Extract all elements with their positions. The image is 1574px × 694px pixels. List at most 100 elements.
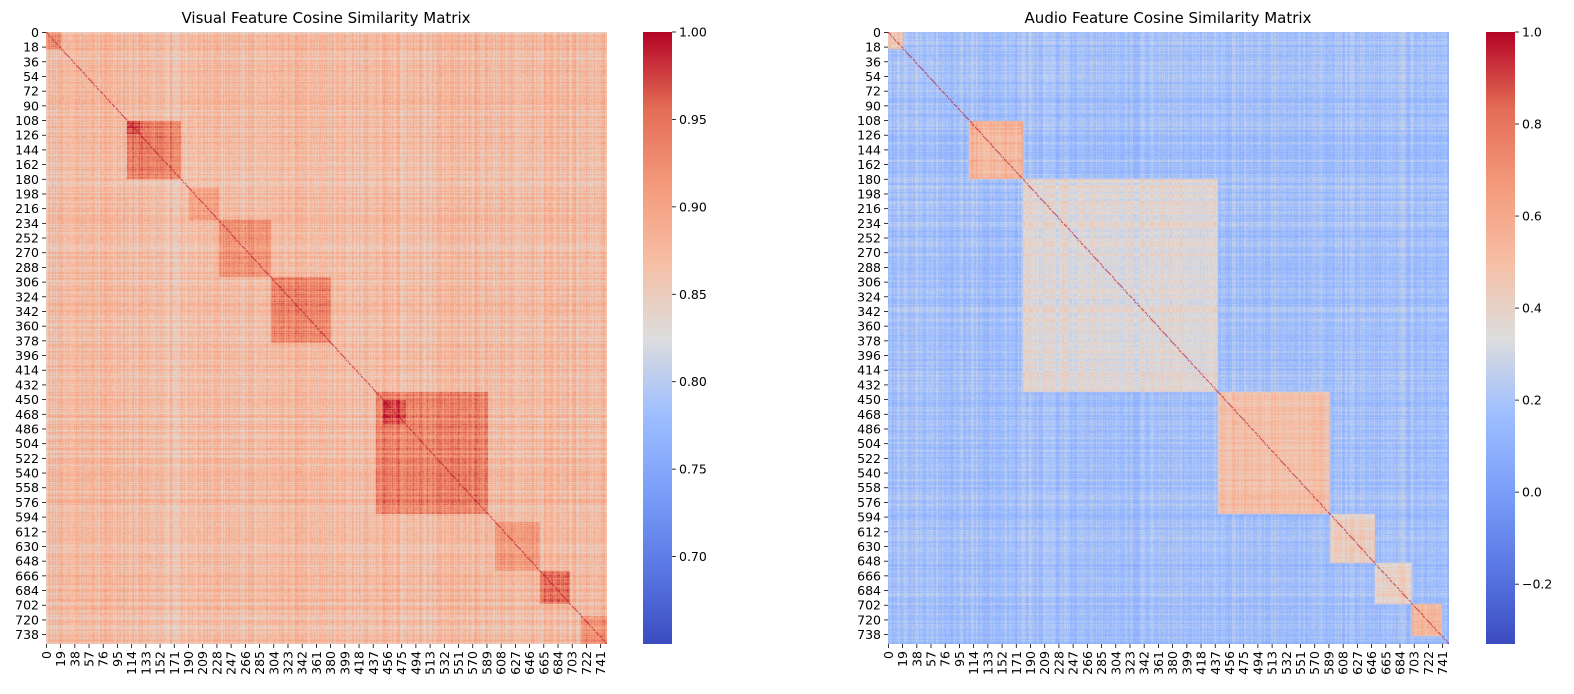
x-tick-label: 76 (938, 651, 953, 667)
visual-heatmap-canvas-holder (46, 32, 607, 644)
y-tick-label: 162 (857, 157, 881, 172)
y-tick-label: 180 (857, 172, 881, 187)
y-tick-label: 90 (23, 98, 39, 113)
x-tick-label: 456 (1222, 651, 1237, 675)
audio-heatmap-canvas-holder (888, 32, 1449, 644)
x-tick-label: 133 (138, 651, 153, 675)
colorbar-tick-label: 0.85 (679, 287, 707, 302)
audio-colorbar-ticks: −0.2 0.0 0.2 0.4 0.6 0.8 1.0 (1515, 25, 1552, 592)
x-tick-label: 228 (1051, 651, 1066, 675)
y-tick-label: 288 (15, 260, 39, 275)
y-tick-label: 252 (15, 231, 39, 246)
x-tick-label: 323 (1122, 651, 1137, 675)
y-tick-label: 252 (857, 231, 881, 246)
y-tick-label: 414 (857, 363, 881, 378)
y-tick-label: 288 (857, 260, 881, 275)
colorbar-tick-label: 1.0 (1522, 25, 1542, 40)
y-tick-label: 666 (15, 568, 39, 583)
y-tick-label: 522 (15, 451, 39, 466)
y-tick-label: 108 (15, 113, 39, 128)
audio-y-axis: 0183654729010812614416218019821623425227… (857, 25, 888, 642)
y-tick-label: 396 (857, 348, 881, 363)
y-tick-label: 162 (15, 157, 39, 172)
y-tick-label: 630 (15, 539, 39, 554)
x-tick-label: 342 (1137, 651, 1152, 675)
y-tick-label: 270 (15, 245, 39, 260)
y-tick-label: 0 (873, 25, 881, 40)
y-tick-label: 360 (15, 319, 39, 334)
y-tick-label: 684 (15, 583, 39, 598)
y-tick-label: 648 (15, 554, 39, 569)
x-tick-label: 285 (1094, 651, 1109, 675)
x-tick-label: 551 (451, 651, 466, 675)
x-tick-label: 57 (924, 651, 939, 667)
x-tick-label: 684 (1393, 651, 1408, 675)
visual-heatmap-panel: Visual Feature Cosine Similarity Matrix … (15, 9, 608, 675)
y-tick-label: 594 (15, 510, 39, 525)
x-tick-label: 380 (323, 651, 338, 675)
x-tick-label: 532 (1279, 651, 1294, 675)
x-tick-label: 190 (181, 651, 196, 675)
x-tick-label: 532 (437, 651, 452, 675)
y-tick-label: 126 (15, 128, 39, 143)
colorbar-tick-label: 0.90 (679, 199, 707, 214)
x-tick-label: 19 (53, 651, 68, 667)
y-tick-label: 306 (857, 275, 881, 290)
x-tick-label: 684 (551, 651, 566, 675)
x-tick-label: 247 (1066, 651, 1081, 675)
colorbar-tick-label: 1.00 (679, 25, 707, 40)
x-tick-label: 285 (252, 651, 267, 675)
y-tick-label: 558 (15, 480, 39, 495)
audio-colorbar: −0.2 0.0 0.2 0.4 0.6 0.8 1.0 (1486, 25, 1552, 644)
y-tick-label: 324 (15, 289, 39, 304)
x-tick-label: 703 (1407, 651, 1422, 675)
x-tick-label: 627 (508, 651, 523, 675)
x-tick-label: 266 (238, 651, 253, 675)
x-tick-label: 304 (1108, 651, 1123, 675)
y-tick-label: 612 (15, 524, 39, 539)
x-tick-label: 0 (881, 651, 896, 659)
x-tick-label: 57 (82, 651, 97, 667)
y-tick-label: 216 (857, 201, 881, 216)
colorbar-tick-label: 0.8 (1522, 117, 1542, 132)
colorbar-tick-label: 0.70 (679, 549, 707, 564)
x-tick-label: 95 (952, 651, 967, 667)
y-tick-label: 36 (865, 54, 881, 69)
x-tick-label: 19 (895, 651, 910, 667)
colorbar-tick-label: −0.2 (1522, 577, 1552, 592)
y-tick-label: 144 (15, 142, 39, 157)
x-tick-label: 380 (1165, 651, 1180, 675)
x-tick-label: 38 (909, 651, 924, 667)
y-tick-label: 342 (15, 304, 39, 319)
x-tick-label: 722 (579, 651, 594, 675)
y-tick-label: 324 (857, 289, 881, 304)
visual-heatmap-cells (46, 32, 607, 644)
visual-y-axis: 0183654729010812614416218019821623425227… (15, 25, 46, 642)
x-tick-label: 228 (209, 651, 224, 675)
y-tick-label: 558 (857, 480, 881, 495)
x-tick-label: 437 (366, 651, 381, 675)
y-tick-label: 378 (857, 333, 881, 348)
y-tick-label: 450 (15, 392, 39, 407)
colorbar-tick-label: 0.4 (1522, 301, 1542, 316)
y-tick-label: 540 (15, 466, 39, 481)
x-tick-label: 418 (1194, 651, 1209, 675)
x-tick-label: 133 (980, 651, 995, 675)
y-tick-label: 144 (857, 142, 881, 157)
x-tick-label: 361 (309, 651, 324, 675)
audio-heatmap-panel: Audio Feature Cosine Similarity Matrix 0… (857, 9, 1450, 675)
x-tick-label: 418 (352, 651, 367, 675)
y-tick-label: 72 (865, 84, 881, 99)
y-tick-label: 738 (857, 627, 881, 642)
x-tick-label: 152 (153, 651, 168, 675)
y-tick-label: 54 (23, 69, 39, 84)
y-tick-label: 450 (857, 392, 881, 407)
x-tick-label: 95 (110, 651, 125, 667)
y-tick-label: 72 (23, 84, 39, 99)
x-tick-label: 570 (1307, 651, 1322, 675)
colorbar-tick-label: 0.75 (679, 462, 707, 477)
y-tick-label: 522 (857, 451, 881, 466)
x-tick-label: 494 (408, 651, 423, 675)
colorbar-tick-label: 0.0 (1522, 485, 1542, 500)
audio-colorbar-gradient (1486, 32, 1515, 644)
